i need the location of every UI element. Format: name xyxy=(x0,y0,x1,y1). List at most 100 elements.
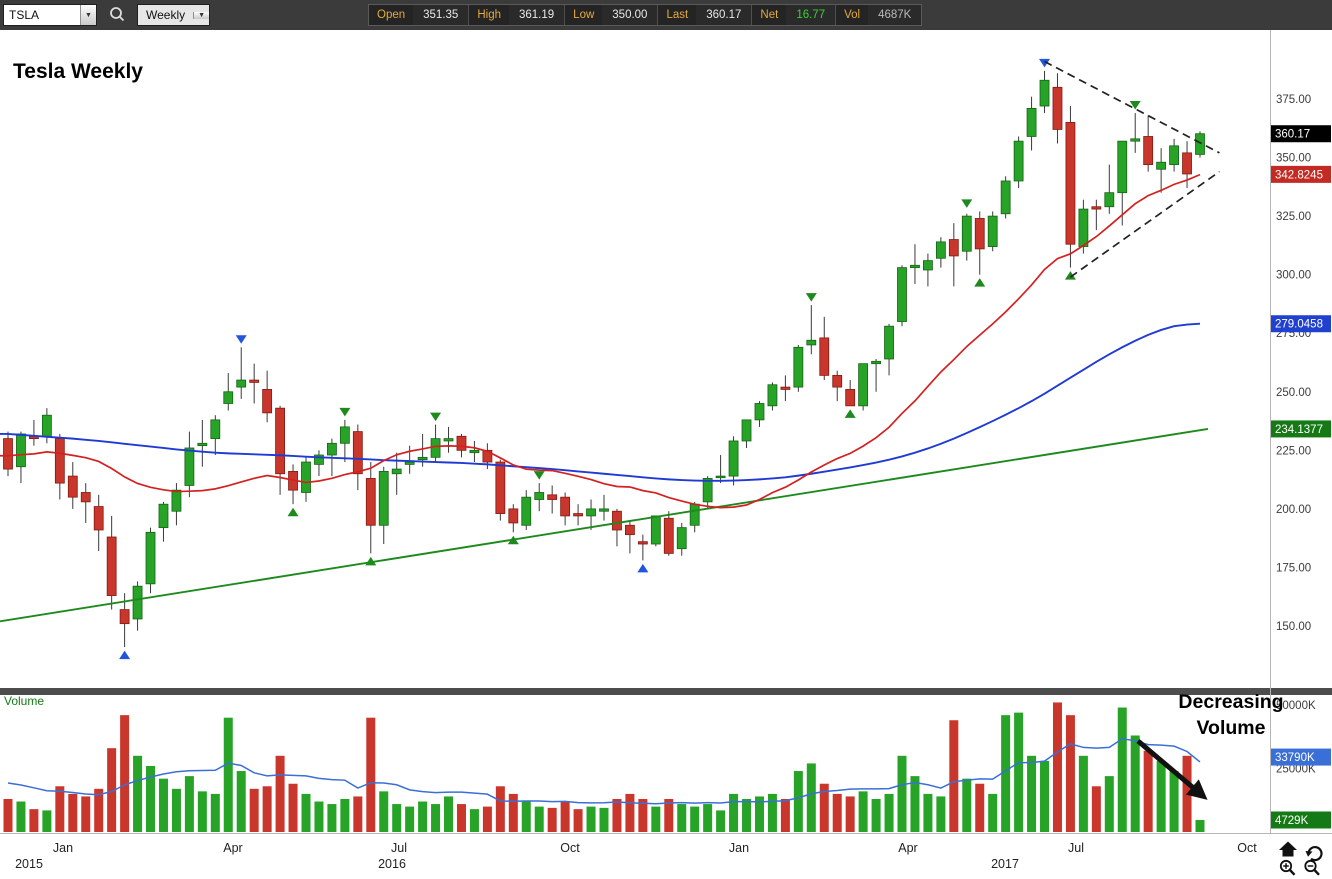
zoom-out-button[interactable] xyxy=(1304,859,1320,876)
trendline[interactable] xyxy=(1069,170,1220,278)
candle xyxy=(41,414,52,437)
volume-bar xyxy=(1195,819,1205,832)
candle xyxy=(871,360,881,365)
candle xyxy=(339,426,350,444)
timeframe-combo[interactable]: Weekly ▼ xyxy=(137,4,211,26)
zoom-in-icon xyxy=(1279,859,1293,873)
volume-series xyxy=(3,702,1205,832)
candle xyxy=(262,389,273,414)
price-tick-label: 325.00 xyxy=(1276,211,1311,223)
symbol-dropdown-button[interactable]: ▼ xyxy=(80,5,96,25)
volume-trend-arrow[interactable] xyxy=(1136,739,1208,800)
pane-divider[interactable] xyxy=(0,688,1332,695)
candle xyxy=(236,379,247,388)
home-icon xyxy=(1279,841,1297,850)
volume-bar xyxy=(949,720,959,832)
swing-low-marker xyxy=(974,278,986,287)
symbol-combo: ▼ xyxy=(3,4,97,26)
timeframe-dropdown-button[interactable]: ▼ xyxy=(193,11,210,19)
volume-bar xyxy=(444,796,454,832)
volume-bar xyxy=(664,798,674,832)
candle xyxy=(819,337,830,376)
candle xyxy=(1078,208,1089,247)
candle xyxy=(767,384,778,407)
volume-bar xyxy=(690,806,700,832)
candle xyxy=(1013,140,1024,182)
candle xyxy=(184,447,195,486)
month-label: Jan xyxy=(729,841,749,855)
month-label: Jul xyxy=(391,841,407,855)
sma200-badge-text: 234.1377 xyxy=(1275,424,1323,436)
home-button[interactable] xyxy=(1279,841,1297,857)
volume-bar xyxy=(327,804,337,832)
candle xyxy=(314,454,324,465)
candle xyxy=(495,461,506,514)
volume-bar xyxy=(340,798,350,832)
candle xyxy=(702,478,713,503)
zoom-in-button[interactable] xyxy=(1279,859,1296,876)
chevron-down-icon: ▼ xyxy=(198,11,206,19)
candle xyxy=(754,403,765,421)
candle xyxy=(521,496,532,526)
volume-bar xyxy=(1091,786,1101,832)
volume-bar xyxy=(366,717,376,832)
volume-bar xyxy=(431,804,441,832)
candle xyxy=(676,527,687,550)
swing-low-marker xyxy=(365,556,377,566)
volume-bar xyxy=(275,755,285,832)
volume-bar xyxy=(1040,760,1050,832)
price-tick-label: 375.00 xyxy=(1276,94,1311,106)
volume-bar xyxy=(1001,715,1011,832)
candle xyxy=(1039,79,1050,107)
candle xyxy=(689,503,700,526)
volume-bar xyxy=(353,796,363,832)
candle xyxy=(469,449,480,454)
year-label: 2015 xyxy=(15,857,43,871)
volume-bar xyxy=(482,806,492,832)
volume-bar xyxy=(68,793,78,832)
candle xyxy=(352,431,363,475)
symbol-input[interactable] xyxy=(4,5,80,25)
stat-label-net: Net xyxy=(752,5,787,25)
stat-label-last: Last xyxy=(658,5,697,25)
trendline[interactable] xyxy=(1044,60,1220,154)
volume-bar xyxy=(884,793,894,832)
candle xyxy=(1195,133,1205,155)
price-tick-label: 250.00 xyxy=(1276,387,1311,399)
candle xyxy=(456,435,467,451)
candle xyxy=(612,510,622,531)
swing-high-marker xyxy=(235,335,247,344)
volume-bar xyxy=(625,793,635,832)
stat-vol: Vol 4687K xyxy=(836,5,921,25)
sma20-badge: 342.8245 xyxy=(1271,165,1331,183)
stat-value-low: 350.00 xyxy=(612,9,648,21)
stat-value-high: 361.19 xyxy=(518,9,555,21)
candle xyxy=(832,374,843,388)
candle xyxy=(171,489,182,512)
stat-last: Last 360.17 xyxy=(658,5,753,25)
volume-bar xyxy=(1130,735,1140,832)
candle xyxy=(625,524,635,536)
swing-markers xyxy=(119,58,1141,660)
volume-bar xyxy=(871,798,881,832)
month-label: Apr xyxy=(898,841,917,855)
search-button[interactable] xyxy=(106,4,128,26)
candle xyxy=(132,585,143,620)
volume-bar xyxy=(703,804,713,832)
candle xyxy=(80,492,91,503)
candle xyxy=(974,218,985,250)
volume-bar xyxy=(146,765,156,832)
volume-annotation-text[interactable]: Decreasing Volume xyxy=(1150,689,1312,742)
price-tick-label: 150.00 xyxy=(1276,621,1311,633)
reset-view-button[interactable] xyxy=(1305,845,1323,862)
volume-bar xyxy=(599,807,609,832)
candle xyxy=(67,475,78,498)
month-label: Apr xyxy=(223,841,242,855)
candle xyxy=(534,492,545,500)
candle xyxy=(16,433,26,468)
candle xyxy=(1182,152,1192,175)
swing-low-marker xyxy=(119,650,131,660)
candle xyxy=(1104,192,1115,208)
candle xyxy=(1169,145,1179,165)
